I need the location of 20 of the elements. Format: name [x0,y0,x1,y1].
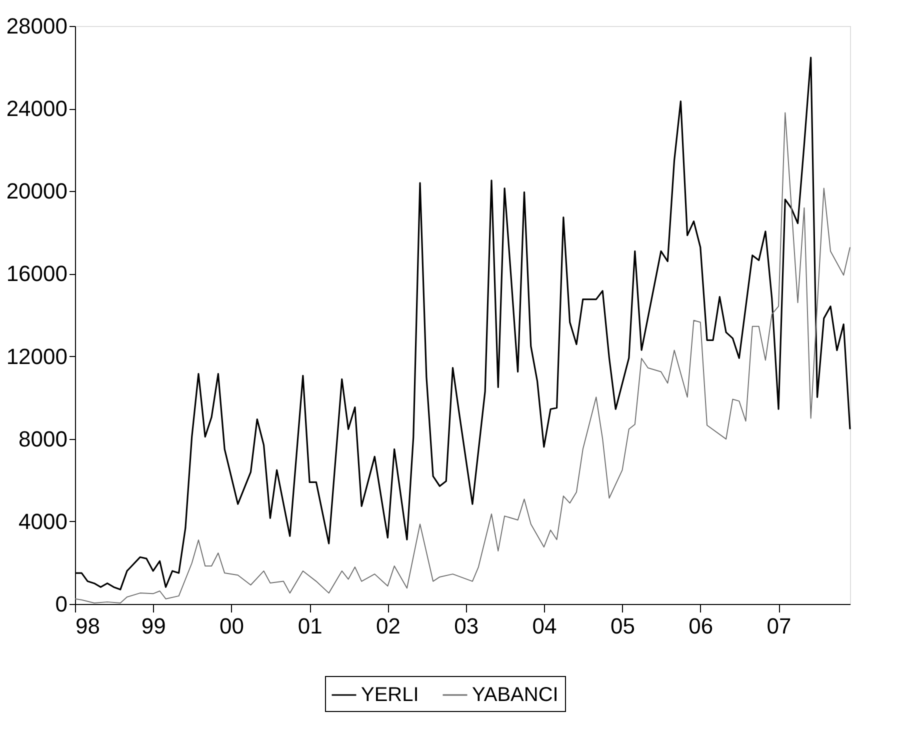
x-tick-label: 07 [766,614,792,638]
x-tick-label: 01 [298,614,322,638]
y-tick-label: 20000 [6,178,68,204]
x-tick-label: 99 [141,614,166,638]
legend-label: YERLI [361,684,419,706]
x-tick-label: 00 [220,614,244,638]
legend-label: YABANCI [472,684,558,706]
x-tick-label: 06 [688,614,714,638]
x-tick-label: 02 [376,614,400,638]
y-tick-label: 24000 [6,96,68,122]
y-tick-label: 28000 [6,14,68,38]
y-tick-label: 16000 [6,261,68,286]
x-tick-label: 98 [76,614,100,638]
x-tick-label: 04 [532,614,557,638]
y-tick-label: 8000 [18,426,68,452]
x-tick-label: 05 [610,614,636,638]
y-tick-label: 4000 [18,508,68,534]
x-tick-label: 03 [454,614,479,638]
y-tick-label: 0 [55,592,68,616]
y-tick-label: 12000 [6,344,68,369]
